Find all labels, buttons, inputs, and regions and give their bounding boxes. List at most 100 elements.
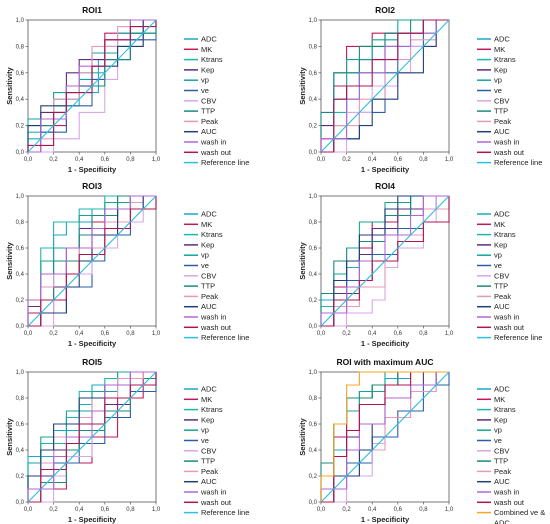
legend-label-wash-in: wash in — [200, 313, 226, 322]
y-tick-label: 0,8 — [16, 396, 25, 402]
x-tick-label: 0,4 — [368, 331, 377, 337]
legend-label-combined-ve-adc: Combined ve & ADC — [494, 508, 545, 524]
legend-label-ve: ve — [201, 436, 209, 445]
roc-panel-6: ROI with maximum AUC 0,0 0,2 0,4 0,6 0,8 1,0 0,… — [298, 357, 545, 524]
roc-curve-ttp — [320, 19, 449, 152]
legend-label-line: wash out — [493, 148, 525, 157]
legend-label-ktrans: Ktrans — [201, 405, 223, 414]
y-tick-label: 0,2 — [16, 298, 25, 304]
legend-label-line: TTP — [201, 457, 215, 466]
legend-label-kep: Kep — [201, 240, 214, 249]
legend-label-adc: ADC — [201, 35, 217, 44]
y-tick-label: 0,4 — [309, 448, 318, 454]
legend-label-ve: ve — [494, 86, 502, 95]
legend-label-ttp: TTP — [201, 282, 215, 291]
x-tick-label: 0,2 — [342, 507, 351, 513]
y-tick-label: 0,4 — [16, 448, 25, 454]
legend-label-line: AUC — [201, 302, 217, 311]
legend-label-kep: Kep — [494, 65, 507, 74]
legend-label-vp: vp — [494, 426, 502, 435]
legend-label-line: wash out — [493, 498, 525, 507]
roc-curve-wash-out — [28, 196, 157, 327]
x-axis-label: 1 - Specificity — [68, 515, 117, 524]
legend-label-line: ADC — [201, 35, 217, 44]
legend-label-mk: MK — [494, 395, 505, 404]
legend-label-line: TTP — [494, 107, 508, 116]
legend-label-auc: AUC — [201, 127, 217, 136]
panel-title: ROI1 — [82, 5, 102, 15]
x-tick-label: 0,0 — [317, 157, 326, 163]
legend-label-line: Peak — [494, 467, 511, 476]
roc-curve-combined-ve-adc — [320, 371, 449, 502]
legend-label-line: Kep — [494, 415, 507, 424]
x-axis-label: 1 - Specificity — [68, 165, 117, 174]
legend-label-line: ADC — [201, 385, 217, 394]
x-axis-label: 1 - Specificity — [68, 339, 117, 348]
roc-panel-4: ROI4 0,0 0,2 0,4 0,6 0,8 1,0 0,0 0,2 0,4 0,6 0,8 1,0… — [298, 181, 542, 348]
legend-label-peak: Peak — [201, 117, 218, 126]
panel-title: ROI with maximum AUC — [337, 357, 434, 367]
legend-label-line: ADC — [494, 35, 510, 44]
x-tick-label: 0,6 — [394, 157, 403, 163]
legend-label-cbv: CBV — [201, 96, 216, 105]
plot-frame — [320, 195, 450, 327]
y-tick-label: 0,6 — [309, 71, 318, 77]
legend-label-adc: ADC — [494, 210, 510, 219]
legend-label-line: wash out — [200, 498, 232, 507]
legend-label-wash-out: wash out — [493, 148, 525, 157]
legend-label-vp: vp — [201, 76, 209, 85]
legend-label-line: vp — [494, 251, 502, 260]
roc-panel-2: ROI2 0,0 0,2 0,4 0,6 0,8 1,0 0,0 0,2 0,4 0,6 0,8 1,0… — [298, 5, 542, 174]
x-tick-label: 0,0 — [24, 157, 33, 163]
legend-label-peak: Peak — [494, 467, 511, 476]
legend-label-adc: ADC — [494, 35, 510, 44]
series-lines — [27, 195, 157, 327]
x-tick-label: 0,2 — [49, 331, 58, 337]
roc-curve-reference-line — [27, 371, 157, 503]
legend-label-line: wash in — [200, 488, 226, 497]
x-tick-label: 1,0 — [152, 507, 161, 513]
roc-curve-reference-line — [27, 195, 157, 327]
panel-title: ROI4 — [375, 181, 395, 191]
legend-label-ttp: TTP — [201, 457, 215, 466]
roc-curve-wash-out — [28, 372, 157, 503]
x-tick-label: 0,2 — [342, 157, 351, 163]
y-axis-label: Sensitivity — [5, 241, 14, 279]
legend-label-line: wash in — [200, 313, 226, 322]
legend-label-line: AUC — [201, 477, 217, 486]
y-tick-label: 1,0 — [309, 18, 318, 24]
y-tick-label: 1,0 — [309, 370, 318, 376]
x-tick-label: 1,0 — [152, 157, 161, 163]
legend-label-line: vp — [201, 251, 209, 260]
legend-label-wash-in: wash in — [200, 138, 226, 147]
panel-title: ROI3 — [82, 181, 102, 191]
y-tick-label: 0,8 — [16, 220, 25, 226]
roc-panel-3: ROI3 0,0 0,2 0,4 0,6 0,8 1,0 0,0 0,2 0,4 0,6 0,8 1,0… — [5, 181, 249, 348]
x-tick-label: 0,6 — [101, 507, 110, 513]
series-lines — [27, 19, 157, 153]
legend-label-peak: Peak — [494, 292, 511, 301]
legend-label-mk: MK — [201, 220, 212, 229]
legend-label-line: Reference line — [201, 158, 249, 167]
legend-label-line: Ktrans — [494, 55, 516, 64]
x-tick-label: 0,8 — [419, 157, 428, 163]
y-axis-label: Sensitivity — [298, 241, 307, 279]
x-axis-label: 1 - Specificity — [361, 515, 410, 524]
y-tick-label: 0,0 — [16, 150, 25, 156]
panel-title: ROI2 — [375, 5, 395, 15]
legend-label-reference-line: Reference line — [494, 333, 542, 342]
legend-label-reference-line: Reference line — [201, 333, 249, 342]
legend-label-adc: ADC — [201, 210, 217, 219]
x-tick-label: 1,0 — [445, 331, 454, 337]
legend-label-line: ADC — [494, 518, 510, 524]
legend-label-ktrans: Ktrans — [494, 230, 516, 239]
legend-label-mk: MK — [494, 45, 505, 54]
legend-label-vp: vp — [201, 251, 209, 260]
y-tick-label: 0,6 — [16, 246, 25, 252]
legend-label-line: Ktrans — [201, 230, 223, 239]
y-tick-label: 0,0 — [16, 500, 25, 506]
legend-label-kep: Kep — [494, 415, 507, 424]
legend-label-line: ve — [201, 86, 209, 95]
plot-frame — [27, 19, 157, 153]
